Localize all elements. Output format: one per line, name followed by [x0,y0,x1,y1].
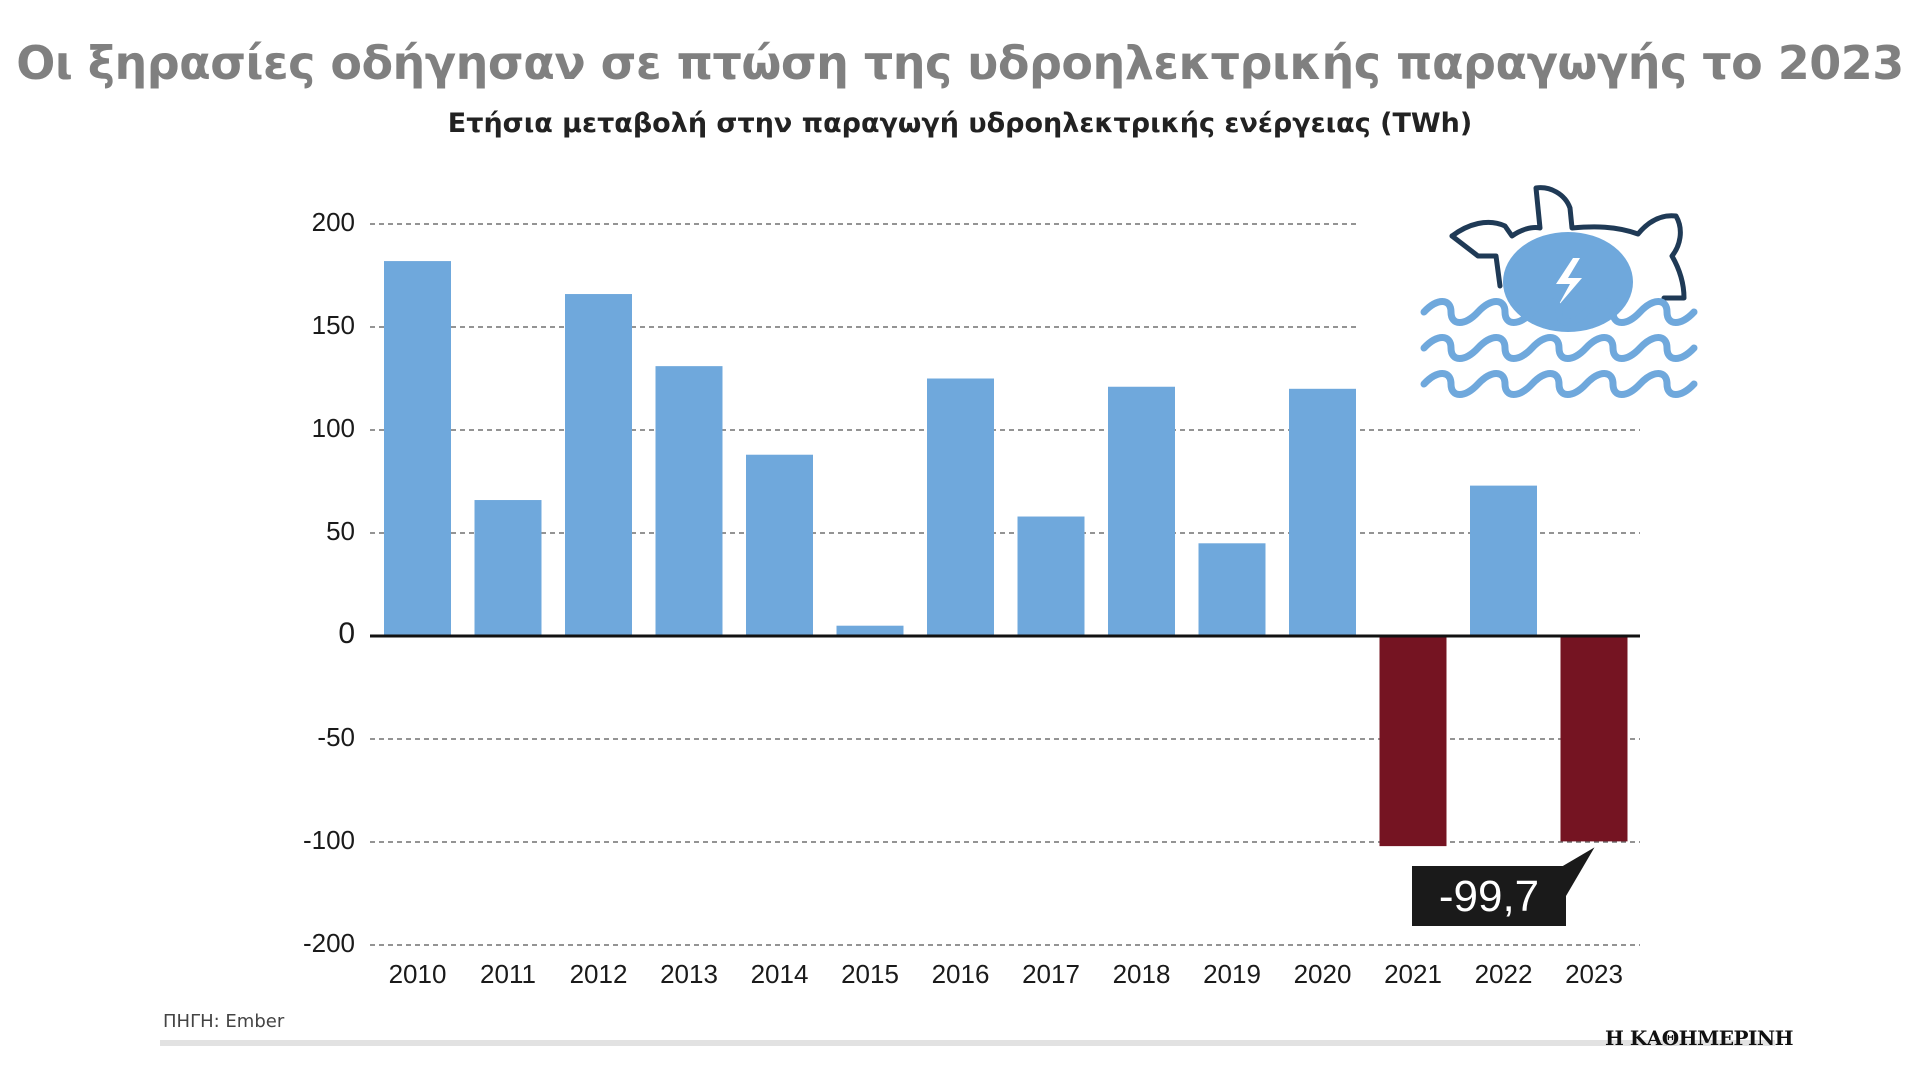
x-tick-label: 2016 [932,959,990,989]
bar-2017 [1017,516,1085,636]
turbine-blade [1449,233,1503,289]
bar-2020 [1289,388,1356,636]
bar-2015 [836,625,904,636]
value-callout: -99,7 [1412,847,1595,926]
x-tick-label: 2019 [1203,959,1261,989]
turbine-outline [1449,185,1687,301]
bar-2010 [384,261,451,636]
wave-line [1420,370,1698,398]
wave-line [1420,298,1698,326]
y-tick-label: 100 [312,413,355,443]
bar-2022 [1470,485,1537,636]
bar-2016 [927,378,994,636]
x-tick-label: 2010 [389,959,447,989]
source-note: ΠΗΓΗ: Ember [163,1011,285,1032]
y-tick-label: 150 [312,310,355,340]
bars [384,261,1628,847]
chart-title: Οι ξηρασίες οδήγησαν σε πτώση της υδροηλ… [16,36,1904,90]
bar-2021 [1379,636,1447,847]
callout-value: -99,7 [1439,872,1539,921]
x-tick-label: 2013 [660,959,718,989]
x-tick-label: 2017 [1022,959,1080,989]
x-tick-label: 2014 [751,959,809,989]
bar-2011 [474,500,542,636]
hydro-power-turbine-icon [1420,185,1698,398]
bar-2013 [655,366,723,636]
footer-divider [160,1040,1775,1046]
x-tick-label: 2018 [1113,959,1171,989]
x-tick-label: 2022 [1475,959,1533,989]
publisher-logo: Η ΚΑΘΗΜΕΡΙΝΗ [1605,1026,1794,1050]
y-tick-label: -100 [303,825,355,855]
bar-2018 [1108,386,1175,636]
bar-2023 [1560,636,1628,842]
x-tick-label: 2020 [1294,959,1352,989]
bar-2014 [746,454,813,636]
x-tick-label: 2015 [841,959,899,989]
y-tick-label: 50 [326,516,355,546]
x-tick-label: 2021 [1384,959,1442,989]
tick-labels: 200 150 100 50 0 -50 -100 -200 2010 2011 2012 2013 2… [303,207,1623,989]
x-tick-label: 2011 [480,959,536,989]
y-tick-label: -50 [317,722,355,752]
callout-box [1412,866,1566,926]
bar-2019 [1198,543,1266,636]
wave-line [1420,334,1698,362]
bar-2012 [565,294,632,636]
y-tick-label: 0 [338,617,355,650]
grid-lines [370,223,1640,946]
y-tick-label: -200 [303,928,355,958]
x-tick-label: 2023 [1565,959,1623,989]
y-tick-label: 200 [312,207,355,237]
lightning-icon [1556,258,1582,306]
x-tick-label: 2012 [570,959,628,989]
chart-subtitle: Ετήσια μεταβολή στην παραγωγή υδροηλεκτρ… [447,108,1473,139]
